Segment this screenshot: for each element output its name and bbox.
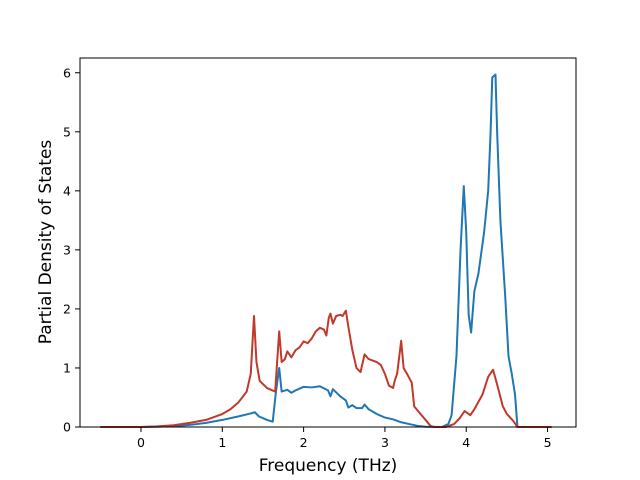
series-line-0	[100, 73, 552, 428]
x-tick-label-2: 2	[300, 435, 308, 450]
y-tick-label-2: 2	[63, 301, 71, 316]
x-tick-label-4: 4	[462, 435, 470, 450]
y-axis-label: Partial Density of States	[36, 140, 56, 345]
series-line-1	[100, 309, 552, 428]
y-tick-label-3: 3	[63, 242, 71, 257]
x-tick-label-3: 3	[381, 435, 389, 450]
y-tick-label-6: 6	[63, 65, 71, 80]
x-tick-label-1: 1	[218, 435, 226, 450]
x-axis-label: Frequency (THz)	[259, 456, 398, 476]
y-tick-label-5: 5	[63, 124, 71, 139]
y-tick-label-0: 0	[63, 420, 71, 435]
y-tick-label-1: 1	[63, 360, 71, 375]
y-axis-ticks: 0 1 2 3 4 5 6	[63, 65, 80, 435]
x-tick-label-0: 0	[137, 435, 145, 450]
y-tick-label-4: 4	[63, 183, 71, 198]
series-layer	[100, 73, 552, 428]
x-tick-label-5: 5	[544, 435, 552, 450]
x-axis-ticks: 0 1 2 3 4 5	[137, 427, 552, 450]
plot-frame	[79, 57, 577, 428]
